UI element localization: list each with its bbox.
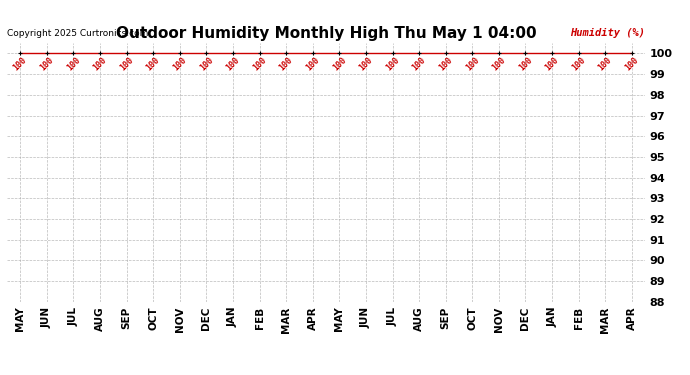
Text: 100: 100 <box>39 56 55 72</box>
Text: 100: 100 <box>12 56 29 72</box>
Text: 100: 100 <box>437 56 454 72</box>
Text: 100: 100 <box>491 56 507 72</box>
Text: 100: 100 <box>304 56 322 72</box>
Text: 100: 100 <box>357 56 375 72</box>
Text: Humidity (%): Humidity (%) <box>570 28 645 38</box>
Text: 100: 100 <box>331 56 348 72</box>
Text: 100: 100 <box>623 56 640 72</box>
Text: 100: 100 <box>145 56 161 72</box>
Text: 100: 100 <box>224 56 241 72</box>
Text: 100: 100 <box>65 56 82 72</box>
Text: 100: 100 <box>198 56 215 72</box>
Text: 100: 100 <box>92 56 108 72</box>
Text: 100: 100 <box>570 56 587 72</box>
Text: 100: 100 <box>517 56 534 72</box>
Text: 100: 100 <box>384 56 401 72</box>
Text: 100: 100 <box>118 56 135 72</box>
Text: 100: 100 <box>251 56 268 72</box>
Text: 100: 100 <box>411 56 428 72</box>
Text: 100: 100 <box>597 56 613 72</box>
Text: 100: 100 <box>544 56 560 72</box>
Text: Copyright 2025 Curtronics.com: Copyright 2025 Curtronics.com <box>7 29 148 38</box>
Text: 100: 100 <box>277 56 295 72</box>
Text: 100: 100 <box>171 56 188 72</box>
Title: Outdoor Humidity Monthly High Thu May 1 04:00: Outdoor Humidity Monthly High Thu May 1 … <box>116 26 536 40</box>
Text: 100: 100 <box>464 56 481 72</box>
